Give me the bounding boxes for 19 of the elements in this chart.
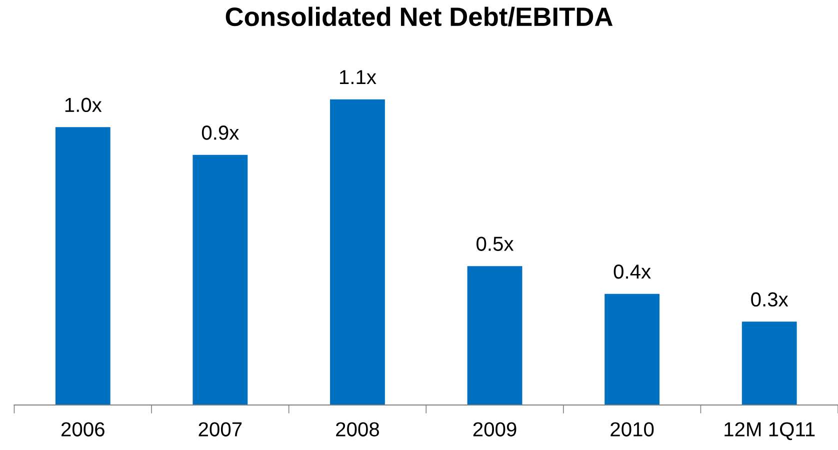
bar — [55, 127, 110, 405]
chart-title: Consolidated Net Debt/EBITDA — [226, 6, 613, 26]
data-label: 0.5x — [476, 236, 514, 251]
x-tick-label: 12M 1Q11 — [724, 422, 815, 440]
x-tick-label: 2006 — [62, 422, 104, 436]
bar — [330, 99, 385, 405]
data-label: 1.1x — [340, 70, 376, 84]
bar — [467, 266, 522, 405]
bar — [192, 154, 248, 405]
x-tick-label: 2010 — [610, 422, 654, 436]
data-label: 0.3x — [751, 292, 788, 307]
x-tick-label: 2009 — [473, 422, 516, 436]
data-label: 1.0x — [65, 98, 102, 112]
x-tick-label: 2007 — [198, 422, 242, 436]
data-label: 0.4x — [614, 264, 651, 279]
bar — [742, 322, 797, 405]
x-tick-label: 2008 — [336, 422, 380, 436]
data-label: 0.9x — [202, 126, 239, 140]
bar — [604, 294, 660, 405]
